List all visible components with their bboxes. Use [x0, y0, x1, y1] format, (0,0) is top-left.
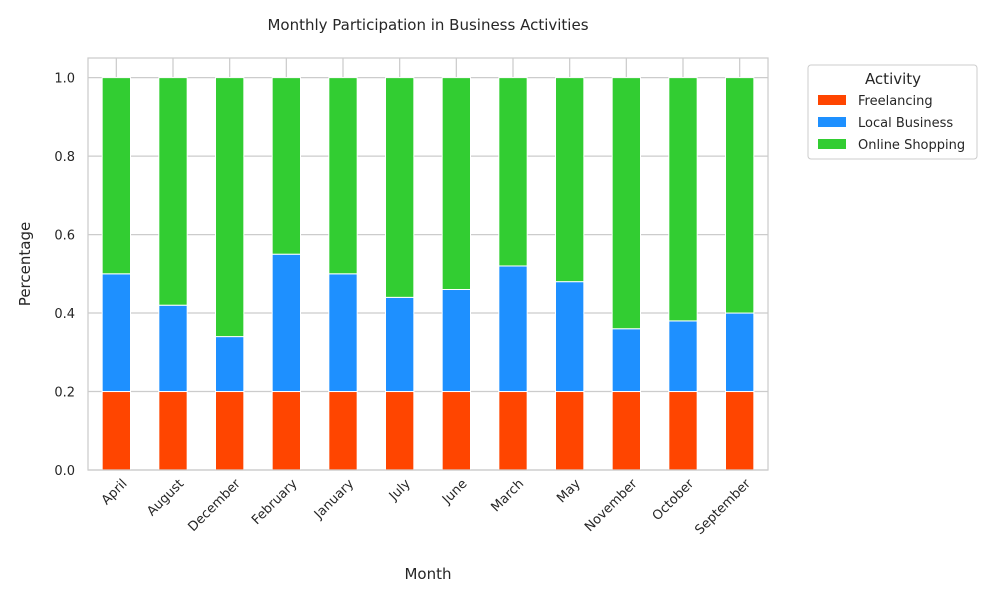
- x-tick-label: March: [489, 477, 528, 516]
- bar-segment: [498, 265, 528, 393]
- bar-segment: [101, 77, 131, 275]
- y-axis-ticks: 0.0 0.2 0.4 0.6 0.8 1.0: [54, 72, 75, 479]
- x-tick-label: September: [692, 476, 754, 538]
- bar-segment: [385, 296, 415, 393]
- x-axis-title: Month: [404, 565, 451, 583]
- legend-label: Local Business: [858, 116, 953, 131]
- y-tick-label: 0.6: [54, 229, 75, 244]
- bar-segment: [215, 391, 245, 471]
- bar-segment: [611, 77, 642, 330]
- x-tick-label: November: [582, 476, 641, 535]
- bar-segment: [668, 77, 698, 322]
- bar-segment: [441, 391, 471, 471]
- bar-segment: [271, 391, 301, 471]
- bar-segment: [158, 304, 188, 393]
- bar-segment: [215, 336, 245, 393]
- bar-segment: [725, 77, 755, 314]
- bar-segment: [668, 391, 698, 471]
- bar-segment: [271, 253, 301, 393]
- bar-segment: [101, 391, 131, 471]
- bar-segment: [555, 281, 585, 393]
- bar-segment: [385, 391, 415, 471]
- x-tick-label: April: [99, 477, 131, 509]
- legend-label: Online Shopping: [858, 138, 965, 153]
- bar-segment: [725, 391, 755, 471]
- bar-segment: [441, 289, 471, 393]
- chart-title: Monthly Participation in Business Activi…: [267, 16, 588, 34]
- bars: [101, 77, 755, 471]
- bar-segment: [555, 391, 585, 471]
- x-tick-label: June: [439, 477, 470, 508]
- y-tick-label: 0.2: [54, 386, 75, 401]
- bar-segment: [555, 77, 585, 283]
- x-tick-label: August: [144, 477, 187, 520]
- y-tick-label: 0.4: [54, 307, 75, 322]
- x-tick-label: October: [650, 476, 698, 524]
- bar-segment: [725, 312, 755, 393]
- bar-segment: [271, 77, 301, 255]
- bar-segment: [441, 77, 471, 291]
- legend-label: Freelancing: [858, 94, 933, 109]
- legend-title: Activity: [865, 70, 921, 88]
- bar-segment: [498, 391, 528, 471]
- bar-segment: [385, 77, 415, 298]
- legend-swatch: [818, 95, 846, 105]
- y-tick-label: 0.0: [54, 464, 75, 479]
- plot-area: [88, 58, 768, 470]
- bar-segment: [328, 391, 358, 471]
- legend-swatch: [818, 117, 846, 127]
- legend-items: Freelancing Local Business Online Shopping: [818, 94, 965, 153]
- x-tick-label: January: [311, 476, 357, 522]
- legend: Activity Freelancing Local Business Online…: [807, 64, 978, 160]
- bar-segment: [668, 320, 698, 393]
- bar-segment: [101, 273, 131, 393]
- y-axis-title: Percentage: [16, 222, 34, 306]
- bar-segment: [611, 391, 642, 471]
- y-tick-label: 0.8: [54, 150, 75, 165]
- x-tick-label: December: [186, 476, 245, 535]
- x-tick-label: May: [554, 476, 584, 506]
- bar-segment: [611, 328, 642, 393]
- bar-segment: [328, 273, 358, 393]
- x-tick-label: February: [249, 476, 301, 528]
- x-tick-label: July: [386, 476, 414, 504]
- y-tick-label: 1.0: [54, 72, 75, 87]
- plot-frame: [87, 57, 769, 471]
- legend-box: [807, 64, 978, 160]
- bar-segment: [158, 391, 188, 471]
- bar-segment: [328, 77, 358, 275]
- legend-swatch: [818, 139, 846, 149]
- bar-segment: [215, 77, 245, 338]
- bar-segment: [498, 77, 528, 267]
- bar-segment: [158, 77, 188, 306]
